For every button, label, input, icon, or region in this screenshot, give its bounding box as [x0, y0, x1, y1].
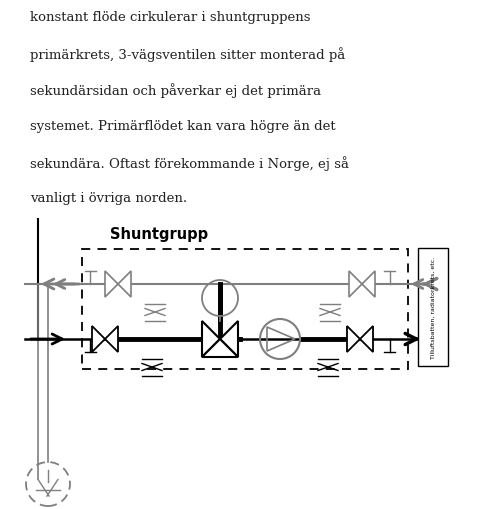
Polygon shape [349, 271, 362, 297]
Bar [418, 248, 448, 366]
Text: Tilluftsbatten, radiatorkrets, etc.: Tilluftsbatten, radiatorkrets, etc. [430, 257, 435, 358]
Polygon shape [105, 326, 118, 352]
Polygon shape [347, 326, 360, 352]
Text: vanligt i övriga norden.: vanligt i övriga norden. [30, 191, 187, 205]
Bar [82, 249, 408, 369]
Polygon shape [360, 326, 373, 352]
Polygon shape [362, 271, 375, 297]
Polygon shape [202, 340, 238, 357]
Polygon shape [220, 321, 238, 357]
Text: Shuntgrupp: Shuntgrupp [110, 227, 208, 242]
Polygon shape [118, 271, 131, 297]
Text: systemet. Primärflödet kan vara högre än det: systemet. Primärflödet kan vara högre än… [30, 119, 336, 132]
Polygon shape [202, 321, 220, 357]
Text: konstant flöde cirkulerar i shuntgruppens: konstant flöde cirkulerar i shuntgruppen… [30, 11, 310, 24]
Polygon shape [105, 271, 118, 297]
Text: sekundärsidan och påverkar ej det primära: sekundärsidan och påverkar ej det primär… [30, 83, 321, 98]
Polygon shape [92, 326, 105, 352]
Text: primärkrets, 3-vägsventilen sitter monterad på: primärkrets, 3-vägsventilen sitter monte… [30, 47, 345, 62]
Text: sekundära. Oftast förekommande i Norge, ej så: sekundära. Oftast förekommande i Norge, … [30, 155, 349, 170]
